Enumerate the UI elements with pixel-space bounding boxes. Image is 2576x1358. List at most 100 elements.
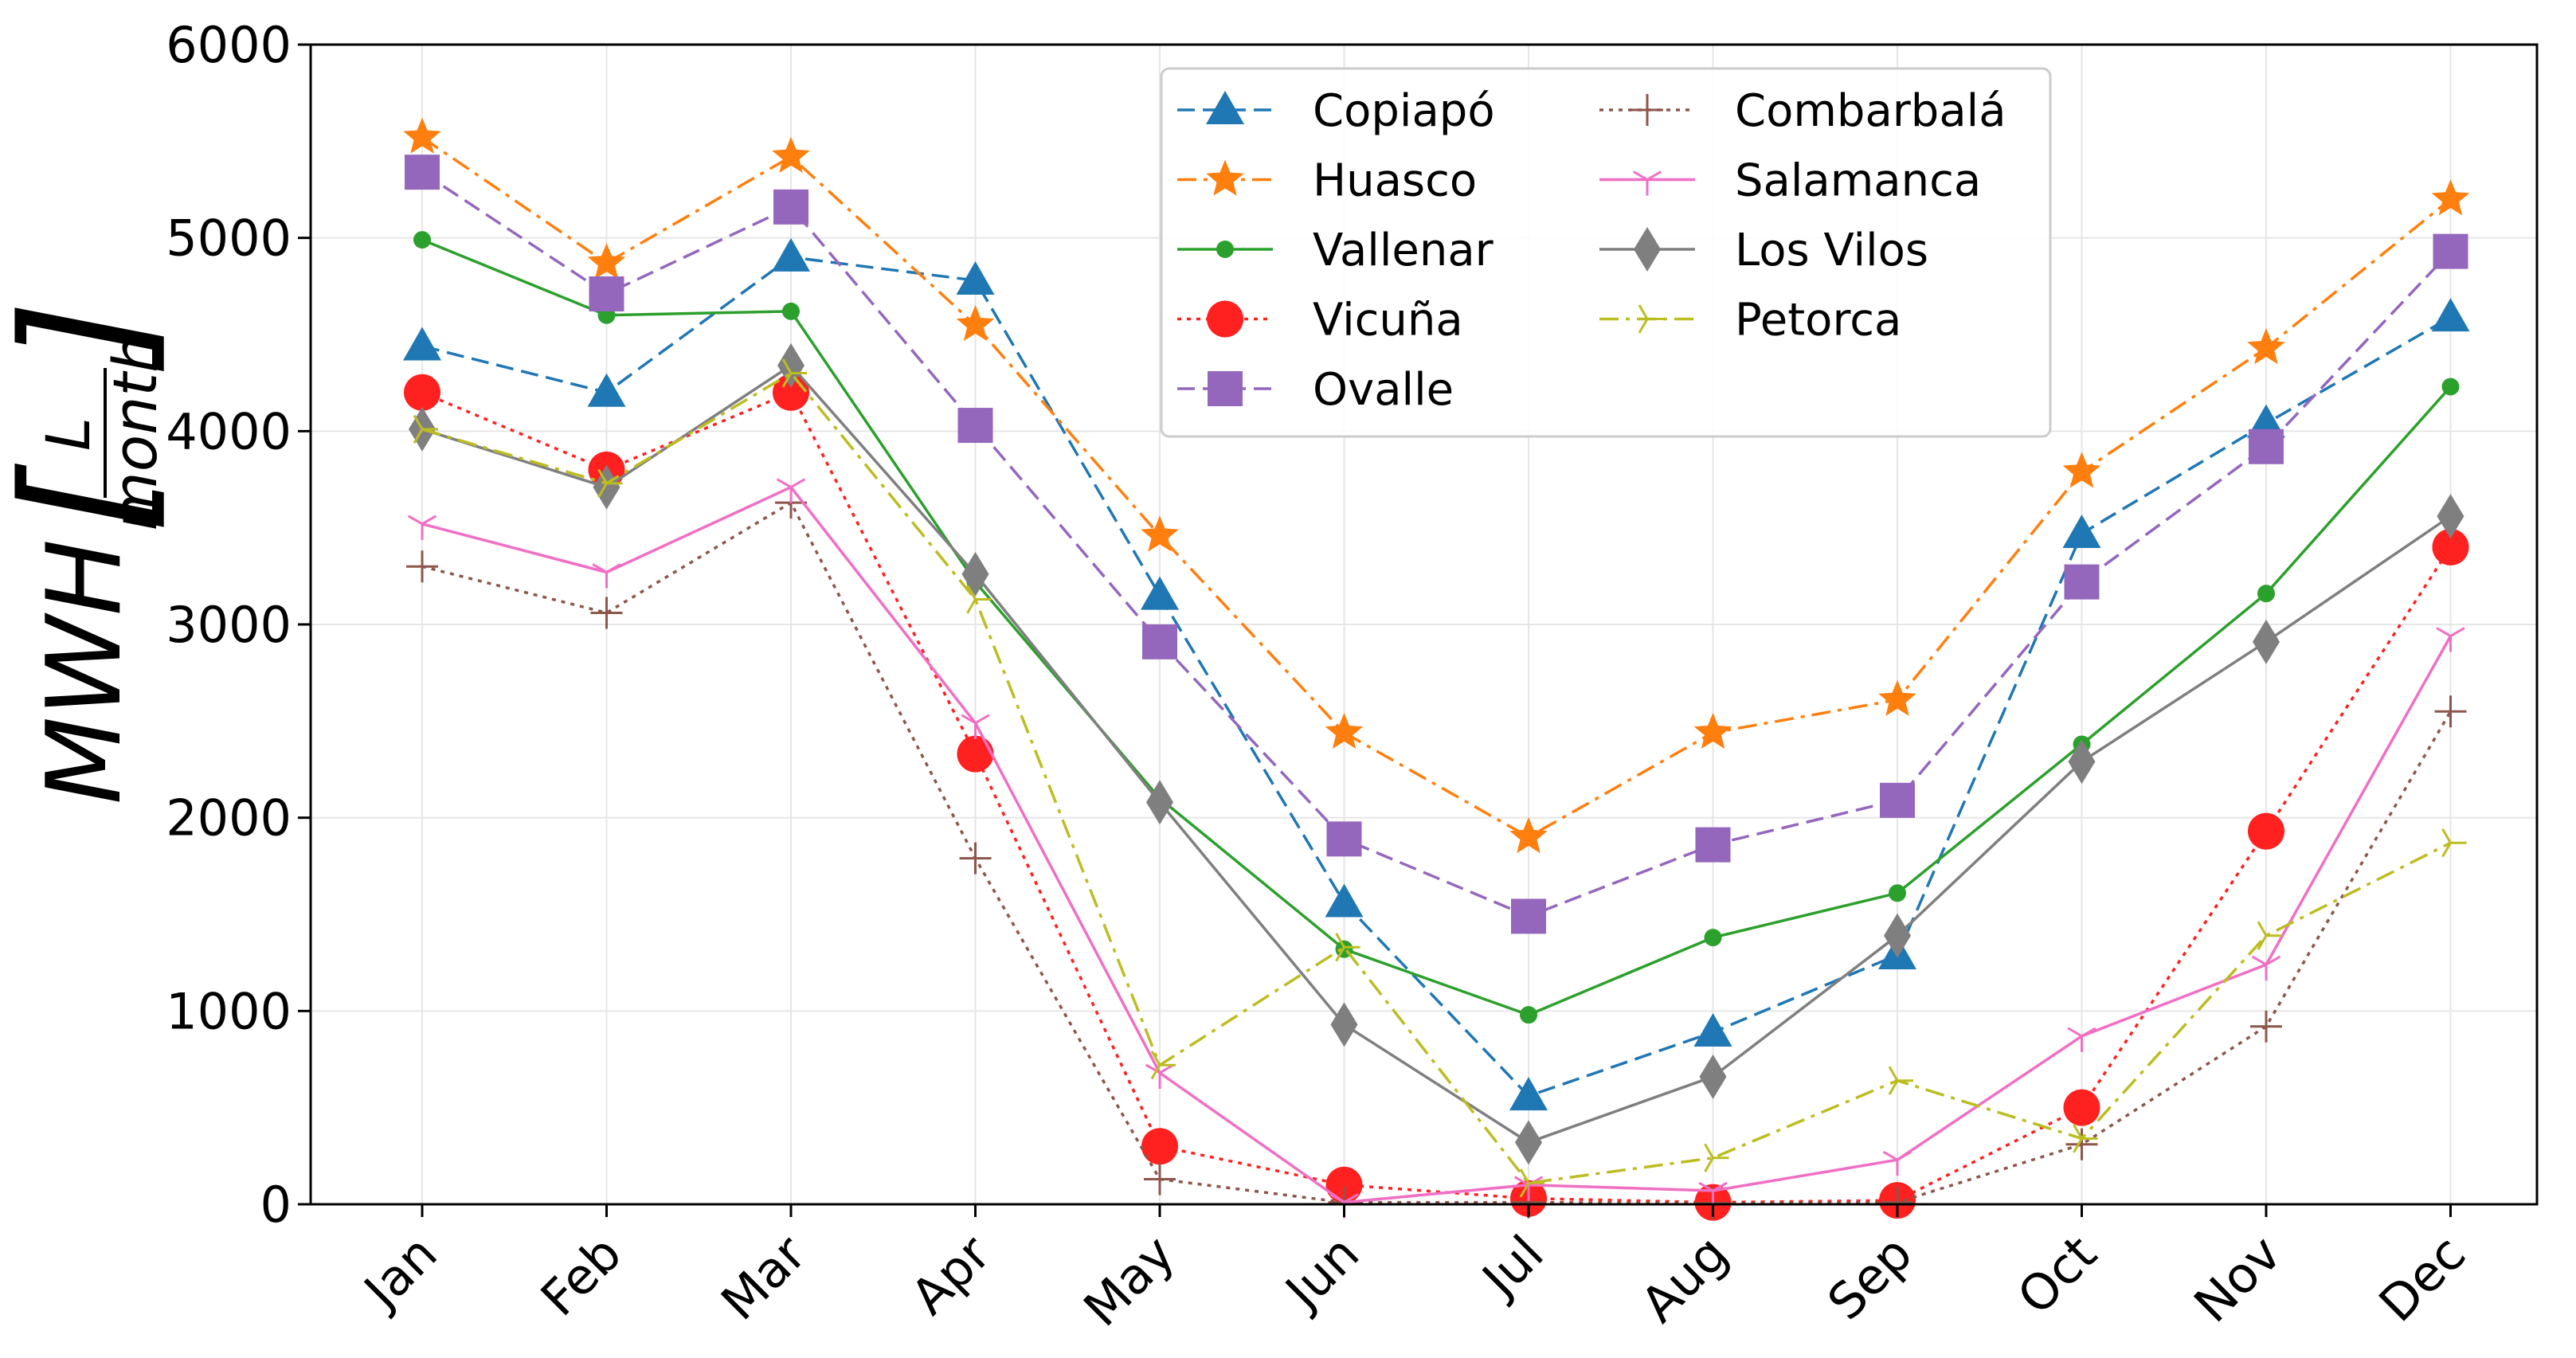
- legend-box: [1160, 67, 2052, 438]
- data-point: [587, 373, 626, 407]
- y-axis-label-main: MWH: [25, 539, 144, 804]
- legend-marker: [1216, 241, 1234, 258]
- legend-marker: [1207, 300, 1243, 338]
- data-point: [1884, 913, 1911, 958]
- data-point: [2257, 585, 2275, 603]
- data-point: [1509, 1077, 1548, 1111]
- data-point: [1146, 780, 1173, 825]
- series-line: [421, 136, 2452, 839]
- x-tick-label: Oct: [2006, 1224, 2108, 1325]
- data-point: [1704, 929, 1722, 947]
- legend-label: Los Vilos: [1735, 225, 1928, 276]
- data-point: [1880, 782, 1915, 818]
- series-6: [407, 478, 2465, 1219]
- data-point: [1330, 1002, 1358, 1047]
- x-tick-label: Jan: [351, 1224, 448, 1321]
- y-tick-label: 5000: [166, 209, 292, 268]
- data-point: [590, 597, 623, 629]
- data-point: [2432, 528, 2469, 566]
- x-tick-label: Jun: [1272, 1224, 1370, 1322]
- y-axis-label-frac-den: month: [100, 335, 170, 531]
- y-tick-label: 1000: [166, 982, 292, 1040]
- data-point: [782, 302, 800, 320]
- x-tick-label: Apr: [900, 1224, 1002, 1326]
- legend-entry: Huasco: [1177, 155, 1477, 207]
- data-point: [2247, 328, 2285, 365]
- series-3: [404, 374, 2469, 1221]
- y-tick-label: 0: [260, 1176, 292, 1234]
- y-axis-label-bracket-left: [: [0, 463, 182, 534]
- data-point: [597, 468, 623, 499]
- data-point: [593, 464, 621, 510]
- data-point: [2253, 619, 2280, 664]
- y-tick-label: 4000: [166, 402, 292, 460]
- legend-entry: Copiapó: [1177, 85, 1495, 137]
- data-point: [781, 358, 807, 388]
- legend-marker: [1206, 91, 1244, 124]
- data-point: [2251, 955, 2281, 981]
- x-tick-label: Nov: [2183, 1224, 2292, 1333]
- data-point: [2434, 695, 2467, 728]
- data-point: [957, 735, 994, 773]
- legend-label: Combarbalá: [1735, 85, 2006, 137]
- legend-marker: [1206, 159, 1244, 196]
- data-point: [1509, 816, 1548, 854]
- data-point: [777, 342, 805, 388]
- data-point: [589, 276, 624, 312]
- data-point: [2062, 452, 2101, 488]
- x-tick-label: Aug: [1630, 1224, 1739, 1333]
- data-point: [2064, 564, 2100, 600]
- data-point: [2067, 1027, 2096, 1052]
- legend-label: Salamanca: [1735, 155, 1981, 207]
- data-point: [1325, 712, 1364, 749]
- x-tick-label: Feb: [530, 1224, 632, 1327]
- legend-label: Petorca: [1735, 295, 1901, 346]
- legend-entry: Petorca: [1599, 295, 1901, 346]
- data-point: [966, 585, 992, 614]
- data-point: [407, 515, 437, 540]
- series-line: [421, 256, 2452, 1098]
- data-point: [2073, 1124, 2098, 1153]
- data-point: [587, 243, 626, 280]
- data-point: [1519, 1168, 1544, 1198]
- legend-marker: [1638, 304, 1663, 334]
- data-point: [1141, 576, 1179, 610]
- data-point: [403, 327, 441, 361]
- data-point: [2250, 1010, 2282, 1043]
- data-point: [1878, 679, 1916, 716]
- data-point: [1704, 1143, 1729, 1172]
- legend-entry: Los Vilos: [1599, 225, 1928, 276]
- series-line: [421, 238, 2452, 1016]
- legend-label: Vallenar: [1313, 225, 1494, 276]
- legend: Copiapó Huasco Vallenar Vicuña Ovalle Combarb…: [1160, 67, 2052, 438]
- legend-marker: [1632, 170, 1662, 196]
- data-point: [2437, 494, 2464, 539]
- data-point: [1889, 884, 1906, 902]
- legend-label: Copiapó: [1313, 85, 1495, 137]
- legend-marker: [1631, 94, 1663, 126]
- data-point: [2063, 1089, 2100, 1126]
- series-7: [409, 342, 2464, 1165]
- y-axis-label-bracket-right: ]: [0, 299, 182, 371]
- y-tick-label: 3000: [166, 596, 292, 654]
- data-point: [2431, 179, 2470, 216]
- series-line: [421, 391, 2452, 1204]
- data-point: [1144, 1163, 1176, 1196]
- x-tick-label: Sep: [1816, 1224, 1923, 1331]
- data-point: [957, 408, 993, 444]
- data-point: [2068, 739, 2096, 785]
- y-axis-label: MWH [ L month ]: [0, 299, 182, 804]
- series-4: [405, 155, 2468, 934]
- data-point: [1693, 712, 1732, 749]
- data-point: [1142, 624, 1177, 659]
- data-point: [2431, 298, 2470, 332]
- legend-entry: Vallenar: [1177, 225, 1494, 276]
- data-point: [956, 304, 995, 342]
- legend-label: Ovalle: [1313, 364, 1454, 416]
- data-point: [1326, 821, 1362, 857]
- data-point: [405, 155, 440, 190]
- data-point: [413, 231, 431, 249]
- data-point: [1325, 883, 1364, 918]
- data-point: [403, 117, 441, 154]
